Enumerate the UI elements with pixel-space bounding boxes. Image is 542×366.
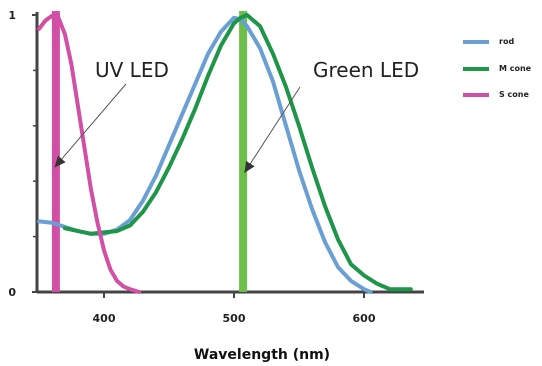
- legend-label-s-cone: S cone: [499, 90, 529, 99]
- arrow-head: [244, 160, 255, 173]
- legend-swatch-s-cone: [463, 93, 489, 97]
- annotation-arrows: [54, 83, 301, 174]
- annotation-uv-led: UV LED: [95, 58, 169, 82]
- legend-swatch-m-cone: [463, 67, 489, 71]
- arrow-head: [54, 155, 66, 168]
- y-tick-label: 1: [8, 9, 16, 22]
- ticks: 400 500 600 0 1: [8, 9, 375, 325]
- arrow-line: [243, 86, 301, 174]
- x-tick-label: 600: [353, 312, 376, 325]
- y-tick-label: 0: [8, 286, 16, 299]
- x-axis-title: Wavelength (nm): [194, 347, 330, 363]
- legend: rod M cone S cone: [463, 37, 532, 99]
- legend-swatch-rod: [463, 40, 489, 44]
- arrow-line: [54, 83, 127, 168]
- annotation-green-led: Green LED: [313, 58, 419, 82]
- plot-area: [37, 11, 413, 294]
- legend-label-rod: rod: [499, 37, 514, 46]
- legend-label-m-cone: M cone: [499, 64, 532, 73]
- series-line-s-cone: [37, 13, 142, 294]
- series-line-m-cone: [63, 13, 413, 292]
- x-tick-label: 400: [93, 312, 116, 325]
- x-tick-label: 500: [223, 312, 246, 325]
